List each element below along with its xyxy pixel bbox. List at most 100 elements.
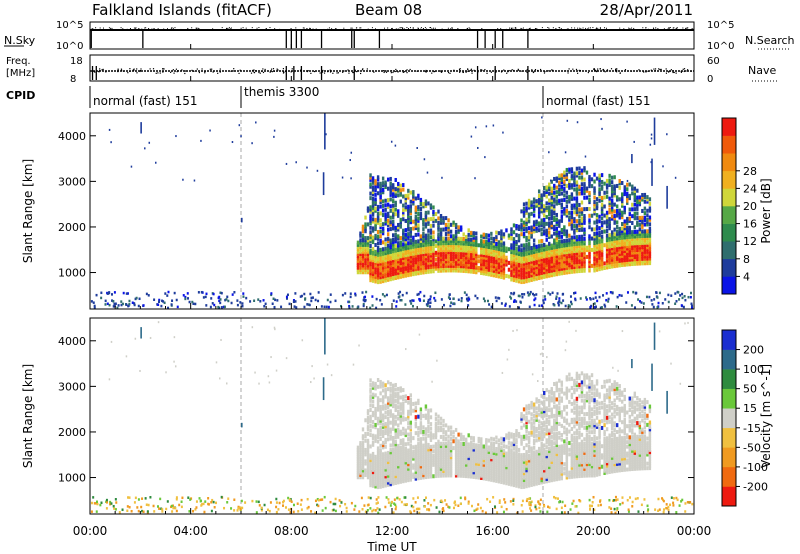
power-near-cell — [253, 299, 256, 303]
power-near-cell — [271, 302, 274, 305]
power-cell — [540, 209, 543, 214]
power-cell — [598, 219, 601, 224]
power-cell — [371, 258, 375, 263]
velocity-cell — [407, 441, 410, 446]
velocity-cell — [397, 448, 400, 453]
power-cell — [610, 232, 614, 237]
power-cell — [537, 228, 541, 233]
velocity-cell — [434, 433, 438, 438]
power-cell — [638, 197, 642, 202]
velocity-cell — [447, 459, 450, 464]
power-cell — [437, 266, 440, 271]
freq-dot — [668, 70, 670, 73]
power-cell — [540, 245, 543, 250]
power-cell — [575, 187, 579, 192]
power-cell — [641, 208, 644, 213]
noise-trace — [90, 27, 694, 48]
power-cell — [583, 268, 586, 273]
power-near-cell — [528, 292, 531, 296]
power-cell — [389, 197, 392, 202]
freq-dot — [290, 71, 292, 73]
power-cell — [600, 243, 604, 248]
power-cell — [459, 255, 463, 260]
power-cell — [570, 240, 574, 245]
power-cell — [442, 259, 445, 264]
power-cell — [412, 258, 415, 263]
power-cell — [610, 264, 614, 269]
velocity-cell — [376, 419, 380, 424]
power-cell — [605, 251, 609, 256]
power-cell — [550, 264, 553, 269]
power-cell — [402, 246, 405, 251]
power-cell — [492, 257, 496, 262]
power-cell — [394, 189, 397, 194]
power-cell — [392, 233, 395, 238]
velocity-cell — [417, 476, 420, 481]
noise-dot — [391, 28, 393, 30]
power-cell — [623, 258, 626, 263]
power-cell — [374, 220, 377, 225]
velocity-cell — [447, 443, 450, 448]
velocity-cell — [459, 473, 463, 478]
velocity-cell — [414, 467, 418, 472]
power-cell — [407, 254, 410, 259]
power-cell — [646, 195, 649, 200]
power-cell — [560, 259, 564, 264]
power-cell — [444, 227, 448, 232]
power-cell — [402, 194, 405, 199]
power-cell — [583, 248, 586, 253]
freq-dot — [233, 70, 235, 72]
power-cell — [573, 239, 576, 244]
freq-dot — [149, 68, 151, 70]
power-cell — [502, 275, 506, 280]
power-near-cell — [395, 305, 398, 308]
power-cell — [510, 272, 513, 277]
velocity-cell — [419, 448, 423, 453]
power-cell — [583, 250, 586, 255]
noise-dot — [327, 28, 329, 30]
sparse-cell — [209, 129, 211, 132]
power-cell — [470, 239, 473, 244]
power-cell — [558, 230, 561, 235]
power-cell — [485, 258, 488, 263]
power-cell — [548, 269, 551, 274]
power-cell — [389, 256, 392, 261]
power-cell — [424, 267, 428, 272]
power-cell — [414, 207, 418, 212]
power-cell — [495, 264, 498, 269]
power-cell — [537, 194, 541, 199]
noise-dot — [171, 27, 173, 29]
power-cell — [462, 266, 465, 271]
power-near-cell — [405, 291, 408, 295]
power-cell — [621, 240, 624, 245]
velocity-cell — [392, 454, 395, 459]
noise-dot — [647, 28, 649, 30]
power-cell — [558, 221, 561, 226]
velocity-cell — [422, 413, 425, 418]
power-cell — [381, 176, 385, 181]
power-cell — [402, 242, 405, 247]
nave-label: Nave — [748, 64, 776, 77]
power-cell — [449, 247, 453, 252]
power-cell — [532, 208, 536, 213]
velocity-cell — [399, 413, 402, 418]
velocity-cell — [427, 408, 430, 413]
power-cell — [588, 268, 591, 273]
power-cell — [590, 213, 594, 218]
power-cell — [447, 231, 450, 236]
power-cell — [535, 253, 538, 258]
power-near-cell — [365, 290, 368, 294]
velocity-cell — [419, 423, 423, 428]
power-cell — [568, 197, 571, 202]
power-cell — [548, 221, 551, 226]
power-cell — [439, 239, 443, 244]
power-cell — [563, 259, 566, 264]
power-near-cell — [600, 306, 603, 309]
power-cell — [603, 190, 606, 195]
velocity-cell — [381, 465, 385, 470]
freq-dot — [470, 69, 472, 71]
power-cell — [623, 192, 626, 197]
power-cell — [470, 262, 473, 267]
power-cell — [457, 225, 460, 230]
power-cell — [641, 215, 644, 220]
